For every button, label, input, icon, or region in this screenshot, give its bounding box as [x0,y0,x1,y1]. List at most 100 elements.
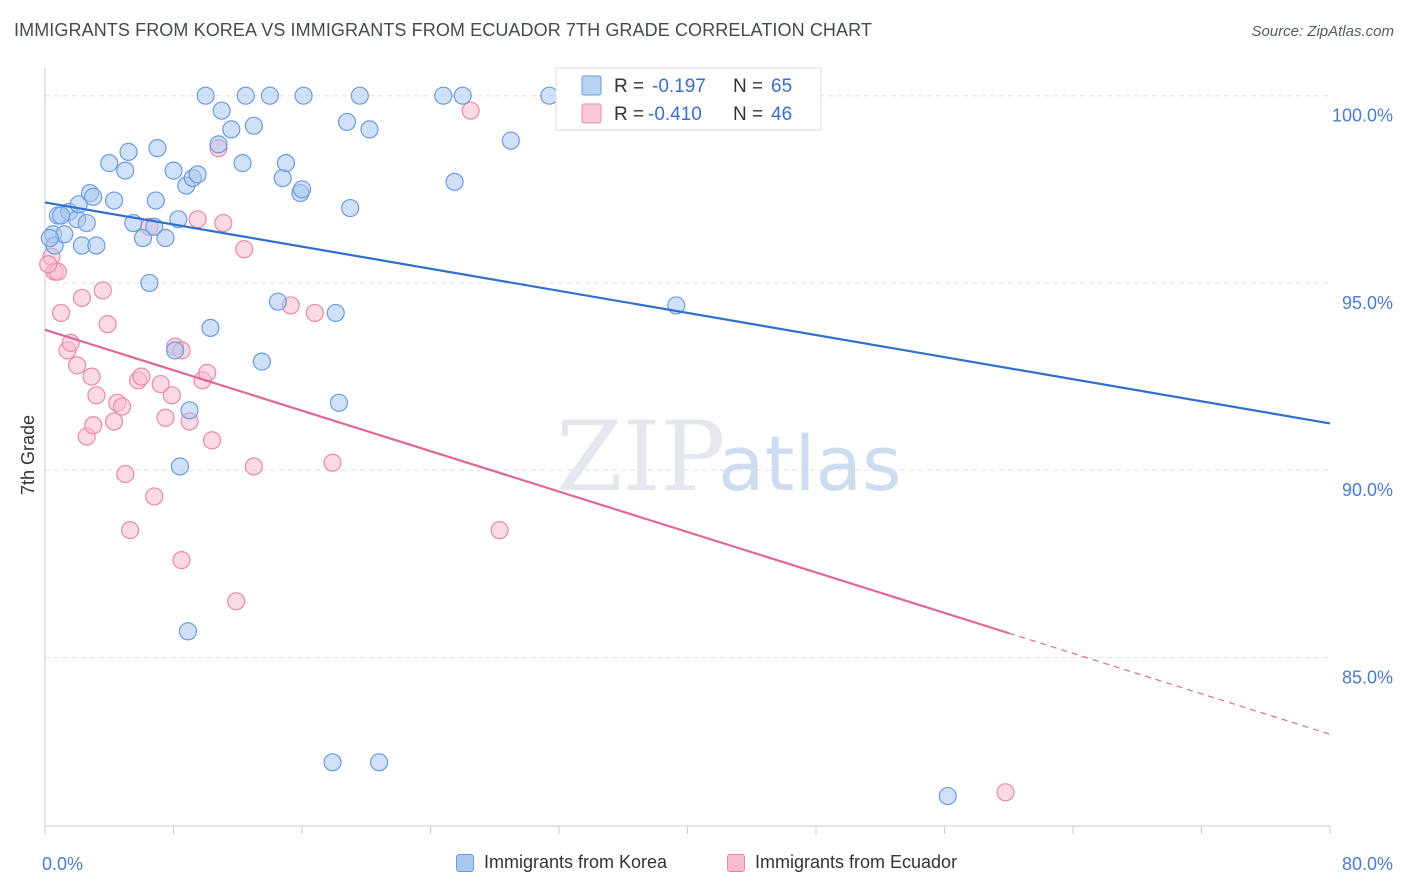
korea-point-18 [140,273,159,293]
ecuador-point-10 [84,416,103,435]
ecuador-point-3 [51,303,71,323]
legend-r-label-korea: R = [614,76,644,97]
korea-point-57 [501,131,520,150]
trend-line-korea [44,201,1331,425]
axes [44,68,1331,834]
watermark: ZIP atlas [556,401,902,513]
korea-point-37 [244,116,263,135]
ecuador-point-36 [235,240,254,259]
korea-point-29 [188,165,207,184]
legend-n-label-korea: N = [733,76,763,97]
korea-point-34 [222,120,241,139]
ecuador-point-13 [98,315,117,334]
korea-point-24 [166,341,185,360]
korea-point-55 [445,172,464,191]
ecuador-point-29 [188,210,207,229]
ecuador-point-16 [112,397,132,416]
bottom-legend-swatch-korea [456,853,474,872]
bottom-legend-ecuador: Immigrants from Ecuador [727,852,957,873]
trend-lines [44,201,1331,735]
trend-line-ecuador [44,328,1010,635]
y-tick-label-2: 90.0% [1342,480,1393,500]
korea-point-8 [77,213,96,233]
chart-title: IMMIGRANTS FROM KOREA VS IMMIGRANTS FROM… [14,20,872,40]
legend-n-value-ecuador: 46 [771,104,792,125]
ecuador-point-42 [490,521,509,540]
korea-point-49 [337,112,357,132]
ecuador-point-40 [323,453,342,472]
korea-point-38 [252,352,271,371]
ecuador-point-20 [132,367,151,386]
korea-point-15 [119,142,138,161]
legend-r-value-korea: -0.197 [652,76,706,97]
ecuador-point-22 [145,487,164,506]
korea-point-58 [540,86,559,105]
korea-point-44 [292,180,312,199]
korea-point-21 [148,139,167,158]
bottom-legend-label-korea: Immigrants from Korea [484,852,668,872]
korea-point-10 [84,187,103,206]
ecuador-point-32 [202,431,222,450]
bottom-legend: Immigrants from Korea Immigrants from Ec… [0,852,1406,878]
ecuador-point-7 [72,288,92,308]
korea-point-32 [209,135,228,154]
korea-point-63 [40,228,59,248]
ecuador-point-25 [162,386,181,405]
ecuador-point-34 [214,213,233,233]
korea-point-41 [273,168,292,188]
korea-point-61 [170,457,190,476]
ecuador-point-6 [68,356,87,375]
top-legend: R = -0.197 N = 65 R = -0.410 N = 46 [555,67,822,131]
watermark-zip: ZIP [556,401,725,513]
korea-point-35 [233,154,252,173]
ecuador-point-45 [39,255,58,274]
korea-point-45 [294,86,313,105]
korea-point-39 [260,86,279,105]
bottom-legend-swatch-ecuador [727,853,745,872]
ecuador-point-24 [156,408,175,427]
korea-point-12 [100,154,119,173]
legend-swatch-ecuador [581,103,602,124]
bottom-legend-korea: Immigrants from Korea [456,852,667,873]
bottom-legend-label-ecuador: Immigrants from Ecuador [755,852,958,872]
korea-point-22 [156,228,175,248]
korea-point-46 [323,753,342,772]
korea-point-14 [116,161,135,180]
y-tick-labels: 100.0% 95.0% 90.0% 85.0% [1332,106,1393,688]
ecuador-point-14 [104,412,124,431]
korea-point-42 [276,154,296,173]
ecuador-point-12 [93,281,112,300]
ecuador-point-37 [244,457,263,476]
legend-n-value-korea: 65 [771,76,792,97]
ecuador-point-35 [227,592,246,611]
grid-lines [45,95,1330,658]
x-tick-label-1: 80.0% [1342,854,1393,874]
korea-point-20 [146,191,165,210]
korea-point-36 [236,86,255,105]
y-tick-label-0: 100.0% [1332,106,1393,126]
legend-swatch-korea [581,75,602,96]
ecuador-point-9 [82,367,101,386]
ecuador-point-39 [305,303,324,323]
source-label: Source: ZipAtlas.com [1251,23,1394,40]
watermark-atlas: atlas [718,419,902,508]
ecuador-points [39,101,1015,802]
korea-point-48 [329,393,349,412]
ecuador-point-43 [996,783,1015,802]
korea-point-54 [434,86,453,105]
ecuador-point-27 [172,550,191,570]
ecuador-point-17 [116,464,135,484]
korea-point-52 [360,120,379,139]
ecuador-point-23 [151,374,170,394]
korea-point-27 [180,401,199,420]
korea-point-51 [350,86,369,105]
korea-point-60 [938,786,957,806]
korea-point-23 [164,161,183,180]
korea-point-47 [326,303,345,323]
korea-point-40 [268,292,288,311]
x-tick-labels: 0.0% 80.0% [42,854,1393,874]
korea-point-64 [51,206,71,225]
legend-r-value-ecuador: -0.410 [648,104,702,125]
y-tick-label-3: 85.0% [1342,667,1393,687]
